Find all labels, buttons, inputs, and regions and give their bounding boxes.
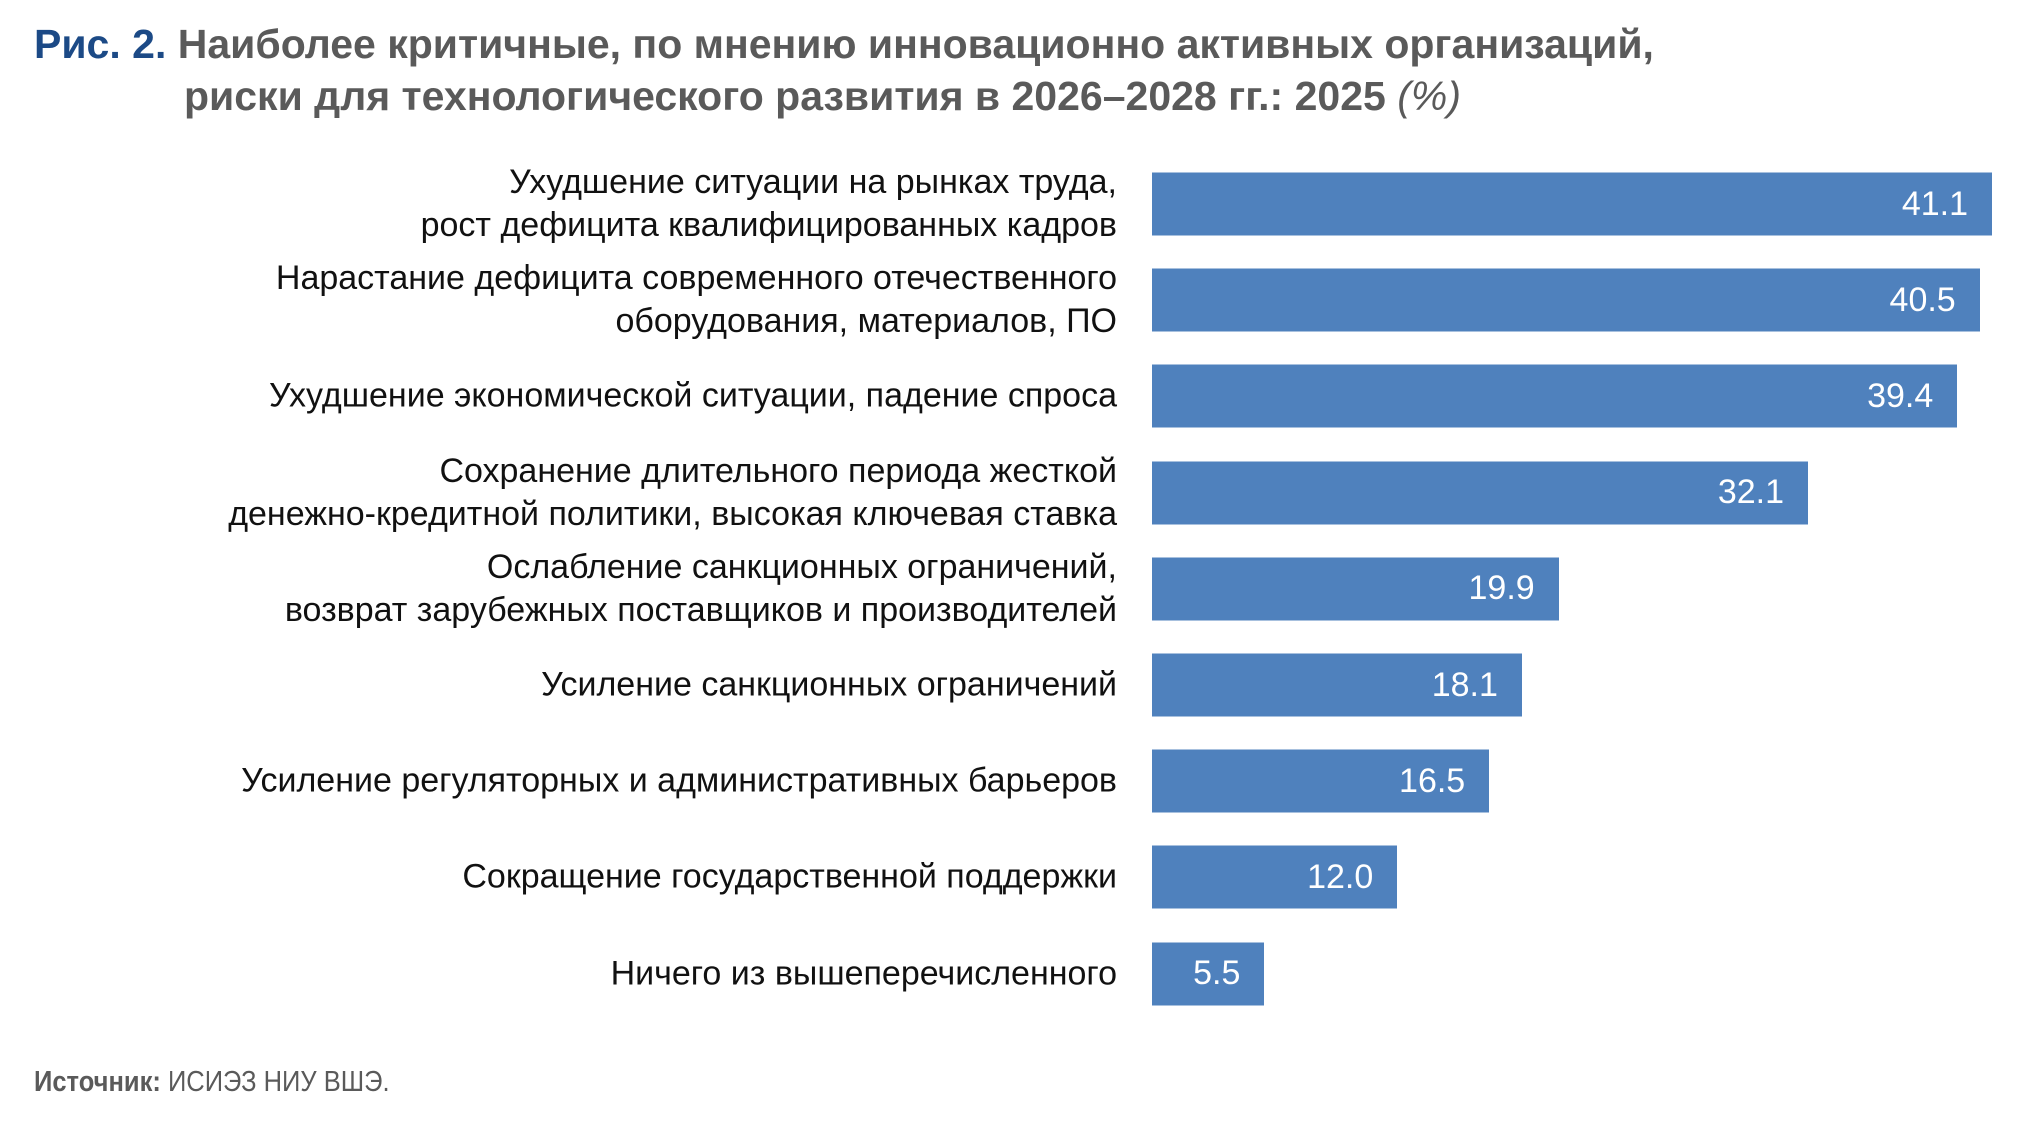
category-label: Усиление санкционных ограничений xyxy=(117,664,1117,707)
bar: 16.5 xyxy=(1152,749,1490,813)
title-line-2: риски для технологического развития в 20… xyxy=(184,73,1386,119)
category-label-line: Ничего из вышеперечисленного xyxy=(610,954,1117,993)
category-label-line: Сохранение длительного периода жесткой xyxy=(439,451,1117,490)
category-label: Ухудшение экономической ситуации, падени… xyxy=(117,375,1117,418)
category-label-line: рост дефицита квалифицированных кадров xyxy=(420,206,1117,244)
category-label: Сокращение государственной поддержки xyxy=(117,856,1117,899)
value-label: 16.5 xyxy=(1399,761,1466,800)
source-label: Источник: xyxy=(34,1066,161,1098)
category-label: Ослабление санкционных ограничений, возвр… xyxy=(117,546,1117,632)
bar: 39.4 xyxy=(1152,364,1958,428)
category-label-line: Усиление регуляторных и административных… xyxy=(241,761,1117,800)
category-label: Ничего из вышеперечисленного xyxy=(117,952,1117,995)
category-label: Сохранение длительного периода жесткой де… xyxy=(117,450,1117,536)
bar: 12.0 xyxy=(1152,845,1398,909)
bar: 18.1 xyxy=(1152,653,1522,717)
bar: 32.1 xyxy=(1152,461,1809,525)
source-note: Источник: ИСИЭЗ НИУ ВШЭ. xyxy=(34,1066,390,1099)
value-label: 18.1 xyxy=(1431,665,1498,704)
category-label-line: оборудования, материалов, ПО xyxy=(615,302,1117,341)
value-label: 40.5 xyxy=(1889,280,1956,319)
category-label-line: Сокращение государственной поддержки xyxy=(462,857,1117,896)
title-line-1: Наиболее критичные, по мнению инновацион… xyxy=(177,21,1654,67)
title-unit: (%) xyxy=(1397,73,1461,119)
category-label-line: Ухудшение ситуации на рынках труда, xyxy=(509,163,1117,201)
bar: 19.9 xyxy=(1152,557,1559,621)
value-label: 41.1 xyxy=(1901,184,1968,223)
bar: 5.5 xyxy=(1152,942,1265,1006)
value-label: 5.5 xyxy=(1193,954,1241,993)
category-label: Ухудшение ситуации на рынках труда, рост … xyxy=(117,161,1117,247)
value-label: 19.9 xyxy=(1468,569,1535,608)
category-label-line: Ухудшение экономической ситуации, падени… xyxy=(268,376,1117,415)
category-label-line: Ослабление санкционных ограничений, xyxy=(486,547,1117,586)
category-label-line: Усиление санкционных ограничений xyxy=(541,665,1117,704)
category-label-line: Нарастание дефицита современного отечест… xyxy=(275,259,1117,298)
value-label: 12.0 xyxy=(1307,857,1374,896)
source-text: ИСИЭЗ НИУ ВШЭ. xyxy=(167,1066,390,1098)
bar: 40.5 xyxy=(1152,268,1980,332)
bar: 41.1 xyxy=(1152,172,1992,236)
value-label: 32.1 xyxy=(1717,473,1785,512)
category-label-line: возврат зарубежных поставщиков и произво… xyxy=(284,590,1117,629)
chart-title: Рис. 2. Наиболее критичные, по мнению ин… xyxy=(34,18,1654,122)
category-label-line: денежно-кредитной политики, высокая ключ… xyxy=(228,494,1117,533)
category-label: Усиление регуляторных и административных… xyxy=(117,760,1117,803)
figure-label: Рис. 2. xyxy=(34,21,167,67)
category-label: Нарастание дефицита современного отечест… xyxy=(117,257,1117,343)
value-label: 39.4 xyxy=(1867,376,1934,415)
